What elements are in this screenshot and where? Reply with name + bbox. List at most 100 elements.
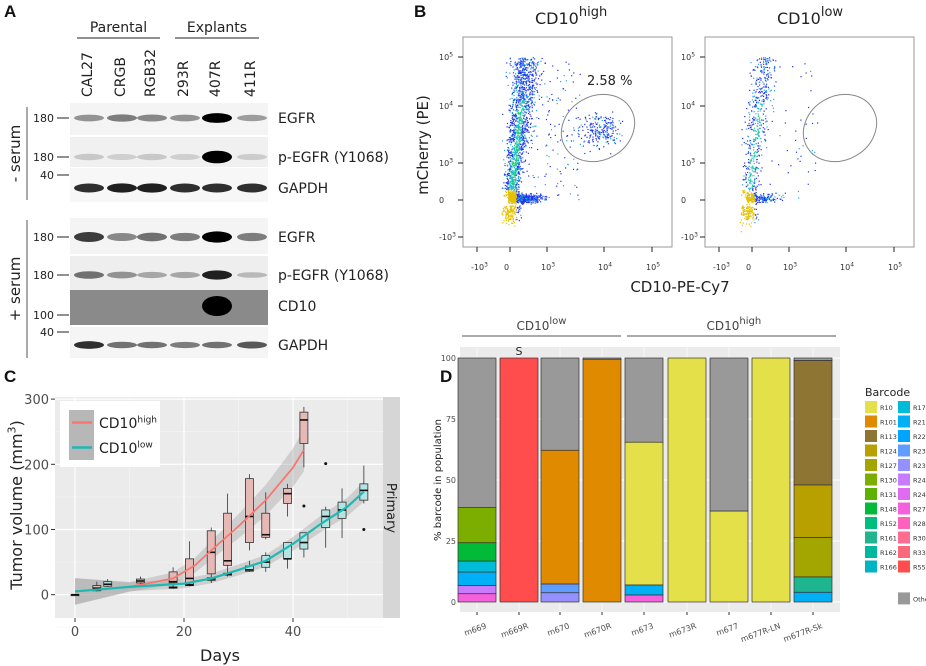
event-dot <box>742 191 745 193</box>
event-dot <box>603 132 605 134</box>
y-axis-label-base: Tumor volume (mm <box>7 433 26 590</box>
event-dot <box>534 88 537 90</box>
y-axis-label: Tumor volume (mm3) <box>5 420 26 591</box>
trend-line <box>74 490 365 593</box>
event-dot <box>799 160 801 162</box>
event-dot <box>511 192 513 194</box>
event-dot <box>756 167 758 169</box>
event-dot <box>746 185 748 187</box>
event-dot <box>512 161 514 163</box>
event-dot <box>611 128 613 130</box>
event-dot <box>748 177 750 179</box>
event-dot <box>748 187 750 190</box>
event-dot <box>514 205 517 207</box>
event-dot <box>752 189 754 192</box>
event-dot <box>529 196 531 198</box>
event-dot <box>509 169 511 171</box>
event-dot <box>754 103 757 106</box>
event-dot <box>521 193 523 195</box>
event-dot <box>509 124 512 126</box>
event-dot <box>744 115 746 118</box>
event-dot <box>781 196 783 198</box>
event-dot <box>511 182 513 185</box>
event-dot <box>527 200 529 203</box>
event-dot <box>525 144 527 146</box>
event-dot <box>773 198 775 201</box>
event-dot <box>511 176 513 178</box>
event-dot <box>758 130 760 132</box>
event-dot <box>577 132 579 135</box>
event-dot <box>532 61 534 63</box>
event-dot <box>756 66 758 68</box>
event-dot <box>775 60 777 62</box>
event-dot <box>753 171 755 173</box>
event-dot <box>540 60 542 62</box>
event-dot <box>519 87 521 89</box>
event-dot <box>554 125 556 127</box>
event-dot <box>750 75 752 77</box>
event-dot <box>557 194 559 196</box>
event-dot <box>760 148 762 151</box>
event-dot <box>508 219 510 221</box>
event-dot <box>516 182 518 184</box>
y-tick-label: 300 <box>24 393 49 408</box>
event-dot <box>509 198 511 201</box>
event-dot <box>786 149 788 152</box>
event-dot <box>510 202 513 204</box>
event-dot <box>513 180 515 182</box>
event-dot <box>526 129 528 132</box>
event-dot <box>516 129 518 131</box>
event-dot <box>518 166 520 168</box>
event-dot <box>528 200 530 202</box>
event-dot <box>513 118 515 120</box>
event-dot <box>517 139 519 141</box>
event-dot <box>528 100 530 102</box>
event-dot <box>524 100 526 102</box>
event-dot <box>509 184 511 186</box>
event-dot <box>765 91 767 93</box>
event-dot <box>518 194 520 197</box>
event-dot <box>517 77 519 79</box>
event-dot <box>752 101 755 103</box>
y-axis-label-end: ) <box>7 420 26 426</box>
event-dot <box>522 68 525 70</box>
event-dot <box>747 198 750 201</box>
event-dot <box>506 208 509 210</box>
event-dot <box>515 142 517 144</box>
y-tick-label-base: 0 <box>439 196 444 205</box>
event-dot <box>521 87 524 89</box>
event-dot <box>523 57 526 60</box>
event-dot <box>519 120 521 122</box>
event-dot <box>517 129 519 132</box>
legend-label-base: CD10 <box>99 441 137 457</box>
event-dot <box>516 144 518 146</box>
event-dot <box>753 156 756 158</box>
event-dot <box>621 120 624 122</box>
event-dot <box>519 135 521 137</box>
event-dot <box>525 198 527 201</box>
event-dot <box>513 122 515 124</box>
event-dot <box>509 210 511 212</box>
y-tick-label: 50 <box>446 476 456 485</box>
event-dot <box>515 157 518 160</box>
event-dot <box>753 68 755 71</box>
event-dot <box>751 210 753 212</box>
event-dot <box>604 135 606 137</box>
event-dot <box>518 145 520 147</box>
event-dot <box>517 144 519 146</box>
event-dot <box>506 178 508 180</box>
event-dot <box>526 74 528 76</box>
event-dot <box>519 119 522 122</box>
event-dot <box>514 78 516 80</box>
event-dot <box>508 192 510 194</box>
event-dot <box>519 196 521 198</box>
event-dot <box>516 218 518 221</box>
event-dot <box>511 92 514 95</box>
event-dot <box>598 138 601 140</box>
lane-label: RGB32 <box>143 49 159 97</box>
event-dot <box>518 100 520 102</box>
event-dot <box>749 142 752 144</box>
event-dot <box>509 209 511 211</box>
event-dot <box>526 75 528 77</box>
event-dot <box>528 194 530 196</box>
